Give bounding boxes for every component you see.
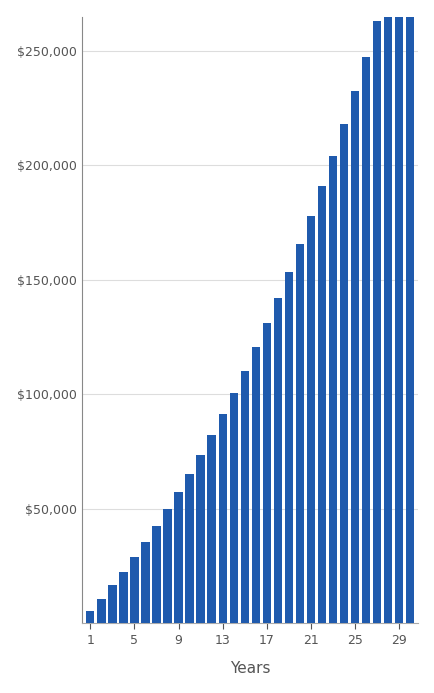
Bar [284,272,292,623]
Bar [372,21,380,623]
Bar [262,323,270,623]
Bar [383,0,391,623]
X-axis label: Years: Years [230,661,270,676]
Bar [108,586,116,623]
Bar [152,526,160,623]
Bar [350,91,358,623]
Bar [251,347,259,623]
Bar [119,572,127,623]
Bar [361,57,369,623]
Bar [163,509,171,623]
Bar [207,435,215,623]
Bar [185,474,193,623]
Bar [141,542,149,623]
Bar [130,557,138,623]
Bar [339,124,347,623]
Bar [317,186,325,623]
Bar [295,245,303,623]
Bar [196,455,204,623]
Bar [394,0,402,623]
Bar [240,371,248,623]
Bar [229,393,237,623]
Bar [174,492,182,623]
Bar [306,216,314,623]
Bar [97,599,105,623]
Bar [86,611,94,623]
Bar [273,298,281,623]
Bar [405,0,413,623]
Bar [218,414,226,623]
Bar [328,156,336,623]
